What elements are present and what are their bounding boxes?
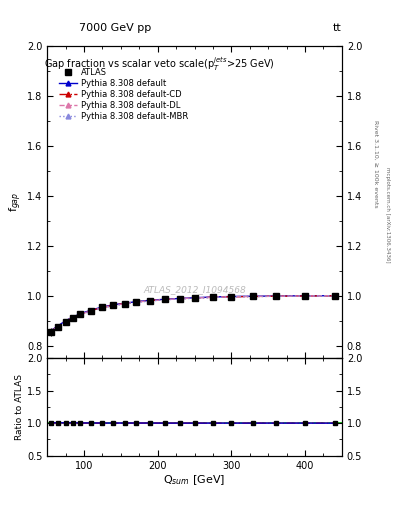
Text: tt: tt <box>333 23 342 33</box>
Text: 7000 GeV pp: 7000 GeV pp <box>79 23 151 33</box>
Y-axis label: f$_{gap}$: f$_{gap}$ <box>8 192 24 212</box>
Legend: ATLAS, Pythia 8.308 default, Pythia 8.308 default-CD, Pythia 8.308 default-DL, P: ATLAS, Pythia 8.308 default, Pythia 8.30… <box>57 66 189 122</box>
X-axis label: Q$_{sum}$ [GeV]: Q$_{sum}$ [GeV] <box>163 473 226 487</box>
Text: mcplots.cern.ch [arXiv:1306.3436]: mcplots.cern.ch [arXiv:1306.3436] <box>385 167 389 263</box>
Text: Gap fraction vs scalar veto scale(p$_T^{jets}$>25 GeV): Gap fraction vs scalar veto scale(p$_T^{… <box>44 55 275 73</box>
Y-axis label: Ratio to ATLAS: Ratio to ATLAS <box>15 374 24 440</box>
Text: Rivet 3.1.10, ≥ 100k events: Rivet 3.1.10, ≥ 100k events <box>373 120 378 208</box>
Text: ATLAS_2012_I1094568: ATLAS_2012_I1094568 <box>143 285 246 294</box>
